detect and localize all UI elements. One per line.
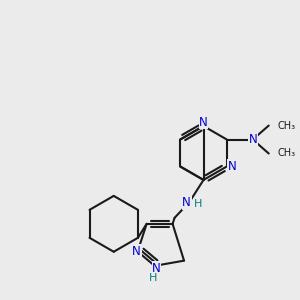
Text: N: N: [199, 116, 208, 129]
Text: N: N: [227, 160, 236, 173]
Text: CH₃: CH₃: [278, 148, 296, 158]
Text: H: H: [149, 273, 158, 283]
Text: N: N: [182, 196, 191, 209]
Text: H: H: [194, 199, 203, 209]
Text: N: N: [248, 133, 257, 146]
Text: N: N: [132, 245, 141, 258]
Text: N: N: [152, 262, 161, 275]
Text: CH₃: CH₃: [278, 121, 296, 130]
